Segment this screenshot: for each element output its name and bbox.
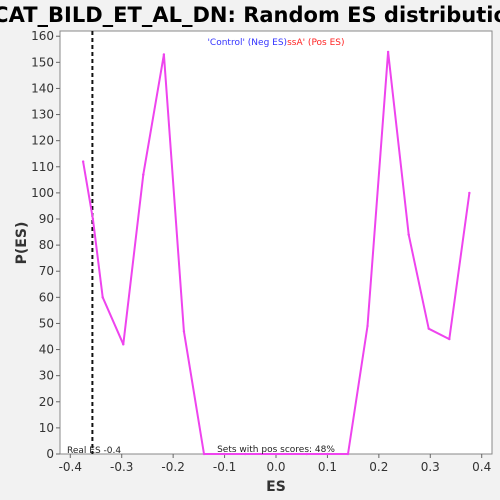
x-tick-label: -0.2 [161,460,184,474]
data-point [468,191,471,195]
legend-entry-pos: ssA' (Pos ES) [287,38,344,48]
data-point [386,50,390,54]
x-tick-label: 0.2 [369,460,388,474]
y-tick-label: 20 [39,395,54,409]
y-tick-label: 0 [46,447,54,461]
data-point [243,452,247,456]
data-point [91,217,95,221]
data-point [366,324,369,328]
pos-scores-label: Sets with pos scores: 48% [217,445,335,455]
y-tick-label: 120 [31,134,54,148]
y-tick-label: 150 [31,55,54,69]
data-point [223,452,226,456]
data-point [326,452,329,456]
y-tick-label: 40 [39,343,54,357]
x-axis-title: ES [266,479,286,495]
legend-entry-neg: 'Control' (Neg ES) [207,38,287,48]
y-tick-label: 100 [31,186,54,200]
x-tick-label: 0.4 [472,460,491,474]
data-point [162,53,166,56]
legend-text: 'Control' (Neg ES)ssA' (Pos ES) [207,38,344,48]
data-point [448,337,451,341]
y-tick-label: 30 [39,369,54,383]
x-tick-label: -0.4 [59,460,82,474]
x-tick-label: 0.3 [421,460,440,474]
data-point [81,160,85,163]
y-tick-label: 160 [31,29,54,43]
data-point [407,233,410,236]
data-point [346,452,350,456]
data-point [101,296,104,299]
data-point [427,327,430,330]
x-axis: -0.4 -0.3 -0.2 -0.1 0.0 0.1 0.2 0.3 0.4 [59,454,491,474]
y-tick-label: 80 [39,238,54,252]
data-point [122,343,125,346]
x-tick-label: -0.1 [213,460,236,474]
data-point [202,452,206,456]
x-tick-label: 0.1 [318,460,337,474]
y-tick-label: 90 [39,212,54,226]
y-tick-label: 130 [31,108,54,122]
chart-title: BCAT_BILD_ET_AL_DN: Random ES distributi… [0,3,500,27]
plot-area [59,30,493,455]
y-tick-label: 60 [39,290,54,304]
legend: 'Control' (Neg ES)ssA' (Pos ES) [207,38,344,48]
y-tick-label: 140 [31,81,54,95]
y-tick-label: 110 [31,160,54,174]
real-es-label: Real ES -0.4 [67,446,121,456]
y-tick-label: 70 [39,264,54,278]
series-layer [81,50,471,456]
data-point [182,330,186,333]
x-tick-label: -0.3 [110,460,133,474]
data-point [142,173,145,176]
y-tick-label: 10 [39,421,54,435]
y-axis: 0 10 20 30 40 50 60 70 80 90 100 110 120 130 140 150 160 [31,29,60,461]
y-axis-title: P(ES) [14,222,30,265]
x-tick-label: 0.0 [266,460,285,474]
data-point [305,452,309,456]
y-tick-label: 50 [39,316,54,330]
